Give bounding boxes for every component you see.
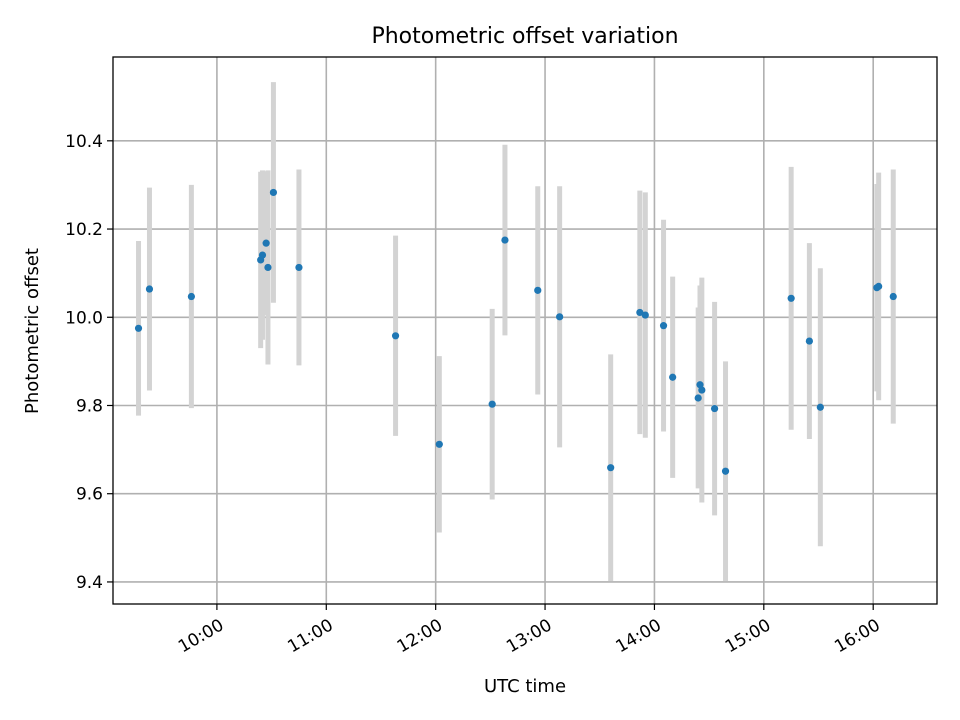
data-point [534, 286, 542, 294]
data-point [636, 308, 644, 317]
data-point [435, 440, 443, 448]
data-point [710, 404, 719, 413]
data-point [721, 467, 730, 475]
data-point [556, 313, 564, 321]
data-point [875, 282, 883, 290]
y-tick-label: 10.2 [65, 220, 103, 240]
data-point [805, 337, 813, 345]
data-point [889, 292, 897, 301]
data-point [134, 324, 143, 332]
data-point [501, 236, 509, 244]
y-tick-label: 9.4 [76, 573, 103, 593]
data-point [145, 285, 154, 293]
axes-frame [112, 56, 938, 605]
data-point [258, 251, 267, 259]
data-point [187, 292, 195, 301]
data-point [391, 332, 400, 340]
data-point [641, 311, 649, 319]
data-point [787, 294, 795, 302]
data-point [694, 394, 702, 402]
data-point [269, 188, 278, 197]
plot-area: 10:00 11:00 12:00 13:00 14:00 15:00 16:009.49.… [65, 56, 938, 657]
data-point [698, 386, 706, 394]
y-tick-label: 10.4 [65, 132, 103, 152]
y-tick-label: 9.8 [76, 396, 103, 416]
data-point [262, 239, 270, 247]
data-point [659, 322, 668, 330]
data-point [816, 403, 824, 411]
data-point [295, 263, 303, 272]
y-axis-label: Photometric offset [22, 248, 43, 414]
data-point [488, 400, 496, 408]
data-point [607, 464, 615, 472]
chart-title: Photometric offset variation [371, 24, 678, 49]
data-point [669, 373, 677, 381]
y-tick-label: 9.6 [76, 485, 103, 505]
y-tick-label: 10.0 [65, 308, 103, 328]
x-axis-label: UTC time [484, 676, 566, 697]
data-point [264, 263, 272, 272]
